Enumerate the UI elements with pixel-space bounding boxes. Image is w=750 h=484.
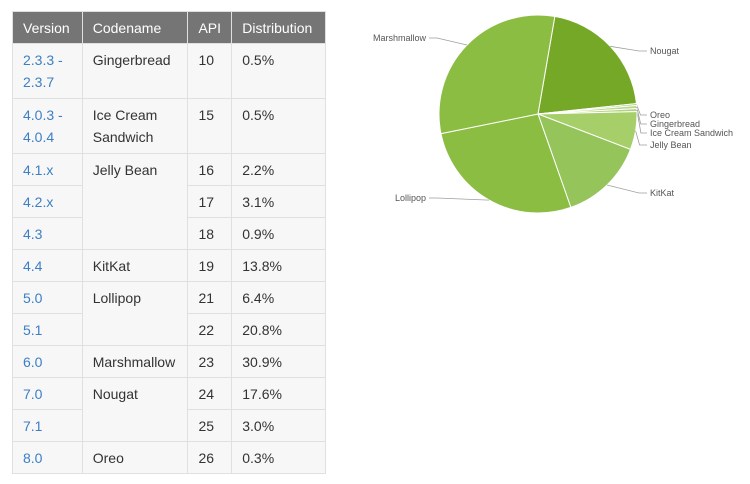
cell-version[interactable]: 4.0.3 -4.0.4 bbox=[12, 98, 83, 154]
header-version: Version bbox=[12, 11, 83, 44]
cell-api: 16 bbox=[187, 153, 233, 186]
table-row: 5.1 22 20.8% bbox=[12, 313, 326, 346]
callout-line bbox=[429, 37, 468, 46]
version-link[interactable]: 7.1 bbox=[23, 418, 43, 434]
header-api: API bbox=[187, 11, 233, 44]
cell-api: 21 bbox=[187, 281, 233, 314]
cell-distribution: 20.8% bbox=[231, 313, 326, 346]
table-body: 2.3.3 -2.3.7 Gingerbread 10 0.5% 4.0.3 -4.0.… bbox=[12, 43, 326, 474]
cell-api: 24 bbox=[187, 377, 233, 410]
version-link[interactable]: 4.0.3 -4.0.4 bbox=[23, 107, 63, 145]
table-row: 4.0.3 -4.0.4 Ice Cream Sandwich 15 0.5% bbox=[12, 98, 326, 154]
cell-codename: Jelly Bean bbox=[81, 153, 189, 250]
cell-api: 22 bbox=[187, 313, 233, 346]
cell-codename: Ice Cream Sandwich bbox=[81, 98, 189, 154]
version-link[interactable]: 6.0 bbox=[23, 354, 43, 370]
cell-version[interactable]: 7.0 bbox=[12, 377, 83, 410]
version-link[interactable]: 5.0 bbox=[23, 290, 43, 306]
callout-line bbox=[636, 106, 647, 125]
pie-slice-lollipop bbox=[440, 113, 572, 214]
table-row: 4.1.x Jelly Bean 16 2.2% bbox=[12, 153, 326, 250]
slice-label: Ice Cream Sandwich bbox=[650, 128, 733, 138]
cell-version[interactable]: 4.4 bbox=[12, 249, 83, 282]
cell-codename: Nougat bbox=[81, 377, 189, 442]
callout-line bbox=[636, 110, 647, 134]
callout-line bbox=[636, 104, 647, 116]
table-row: 6.0 Marshmallow 23 30.9% bbox=[12, 345, 326, 378]
cell-api: 26 bbox=[187, 441, 233, 474]
cell-version[interactable]: 4.3 bbox=[12, 217, 83, 250]
cell-codename: Gingerbread bbox=[81, 43, 189, 99]
cell-distribution: 0.5% bbox=[231, 43, 326, 99]
cell-distribution: 30.9% bbox=[231, 345, 326, 378]
cell-api: 23 bbox=[187, 345, 233, 378]
cell-codename: KitKat bbox=[81, 249, 189, 282]
cell-distribution: 0.5% bbox=[231, 98, 326, 154]
cell-version[interactable]: 4.2.x bbox=[12, 185, 83, 218]
cell-version[interactable]: 2.3.3 -2.3.7 bbox=[12, 43, 83, 99]
table-row: 8.0 Oreo 26 0.3% bbox=[12, 441, 326, 474]
cell-version[interactable]: 5.0 bbox=[12, 281, 83, 314]
cell-distribution: 3.1% bbox=[231, 185, 326, 218]
callout-line bbox=[610, 45, 647, 52]
slice-label: KitKat bbox=[650, 188, 675, 198]
version-link[interactable]: 4.3 bbox=[23, 226, 43, 242]
cell-api: 15 bbox=[187, 98, 233, 154]
cell-version[interactable]: 6.0 bbox=[12, 345, 83, 378]
header-codename: Codename bbox=[81, 11, 189, 44]
pie-slice-kitkat bbox=[537, 113, 632, 209]
slice-label: Lollipop bbox=[395, 193, 426, 203]
cell-distribution: 6.4% bbox=[231, 281, 326, 314]
cell-api: 17 bbox=[187, 185, 233, 218]
cell-version[interactable]: 7.1 bbox=[12, 409, 83, 442]
cell-codename: Lollipop bbox=[81, 281, 189, 346]
cell-version[interactable]: 4.1.x bbox=[12, 153, 83, 186]
table-row: 4.4 KitKat 19 13.8% bbox=[12, 249, 326, 282]
version-link[interactable]: 7.0 bbox=[23, 386, 43, 402]
cell-codename: Oreo bbox=[81, 441, 189, 474]
version-link[interactable]: 5.1 bbox=[23, 322, 43, 338]
slice-label: Oreo bbox=[650, 110, 670, 120]
slice-label: Gingerbread bbox=[650, 119, 700, 129]
version-link[interactable]: 4.2.x bbox=[23, 194, 54, 210]
cell-distribution: 2.2% bbox=[231, 153, 326, 186]
callout-line bbox=[606, 184, 647, 194]
cell-version[interactable]: 8.0 bbox=[12, 441, 83, 474]
callout-line bbox=[635, 130, 647, 146]
table-row: 2.3.3 -2.3.7 Gingerbread 10 0.5% bbox=[12, 43, 326, 99]
table-row: 7.1 25 3.0% bbox=[12, 409, 326, 442]
header-distribution: Distribution bbox=[231, 11, 326, 44]
callout-line bbox=[429, 197, 490, 201]
slice-label: Nougat bbox=[650, 46, 680, 56]
table-row: 4.2.x 17 3.1% bbox=[12, 185, 326, 218]
table-row: 5.0 Lollipop 21 6.4% bbox=[12, 281, 326, 346]
cell-distribution: 17.6% bbox=[231, 377, 326, 410]
version-link[interactable]: 8.0 bbox=[23, 450, 43, 466]
cell-api: 10 bbox=[187, 43, 233, 99]
cell-distribution: 0.9% bbox=[231, 217, 326, 250]
version-link[interactable]: 4.4 bbox=[23, 258, 43, 274]
slice-label: Jelly Bean bbox=[650, 140, 692, 150]
cell-distribution: 13.8% bbox=[231, 249, 326, 282]
slice-label: Marshmallow bbox=[373, 33, 427, 43]
table-row: 4.3 18 0.9% bbox=[12, 217, 326, 250]
cell-api: 25 bbox=[187, 409, 233, 442]
cell-api: 18 bbox=[187, 217, 233, 250]
version-link[interactable]: 2.3.3 -2.3.7 bbox=[23, 52, 63, 90]
cell-distribution: 3.0% bbox=[231, 409, 326, 442]
cell-codename: Marshmallow bbox=[81, 345, 189, 378]
cell-distribution: 0.3% bbox=[231, 441, 326, 474]
table-row: 7.0 Nougat 24 17.6% bbox=[12, 377, 326, 442]
version-link[interactable]: 4.1.x bbox=[23, 162, 54, 178]
cell-api: 19 bbox=[187, 249, 233, 282]
table-header-row: Version Codename API Distribution bbox=[12, 11, 326, 44]
distribution-table: Version Codename API Distribution 2.3.3 … bbox=[12, 11, 326, 474]
cell-version[interactable]: 5.1 bbox=[12, 313, 83, 346]
